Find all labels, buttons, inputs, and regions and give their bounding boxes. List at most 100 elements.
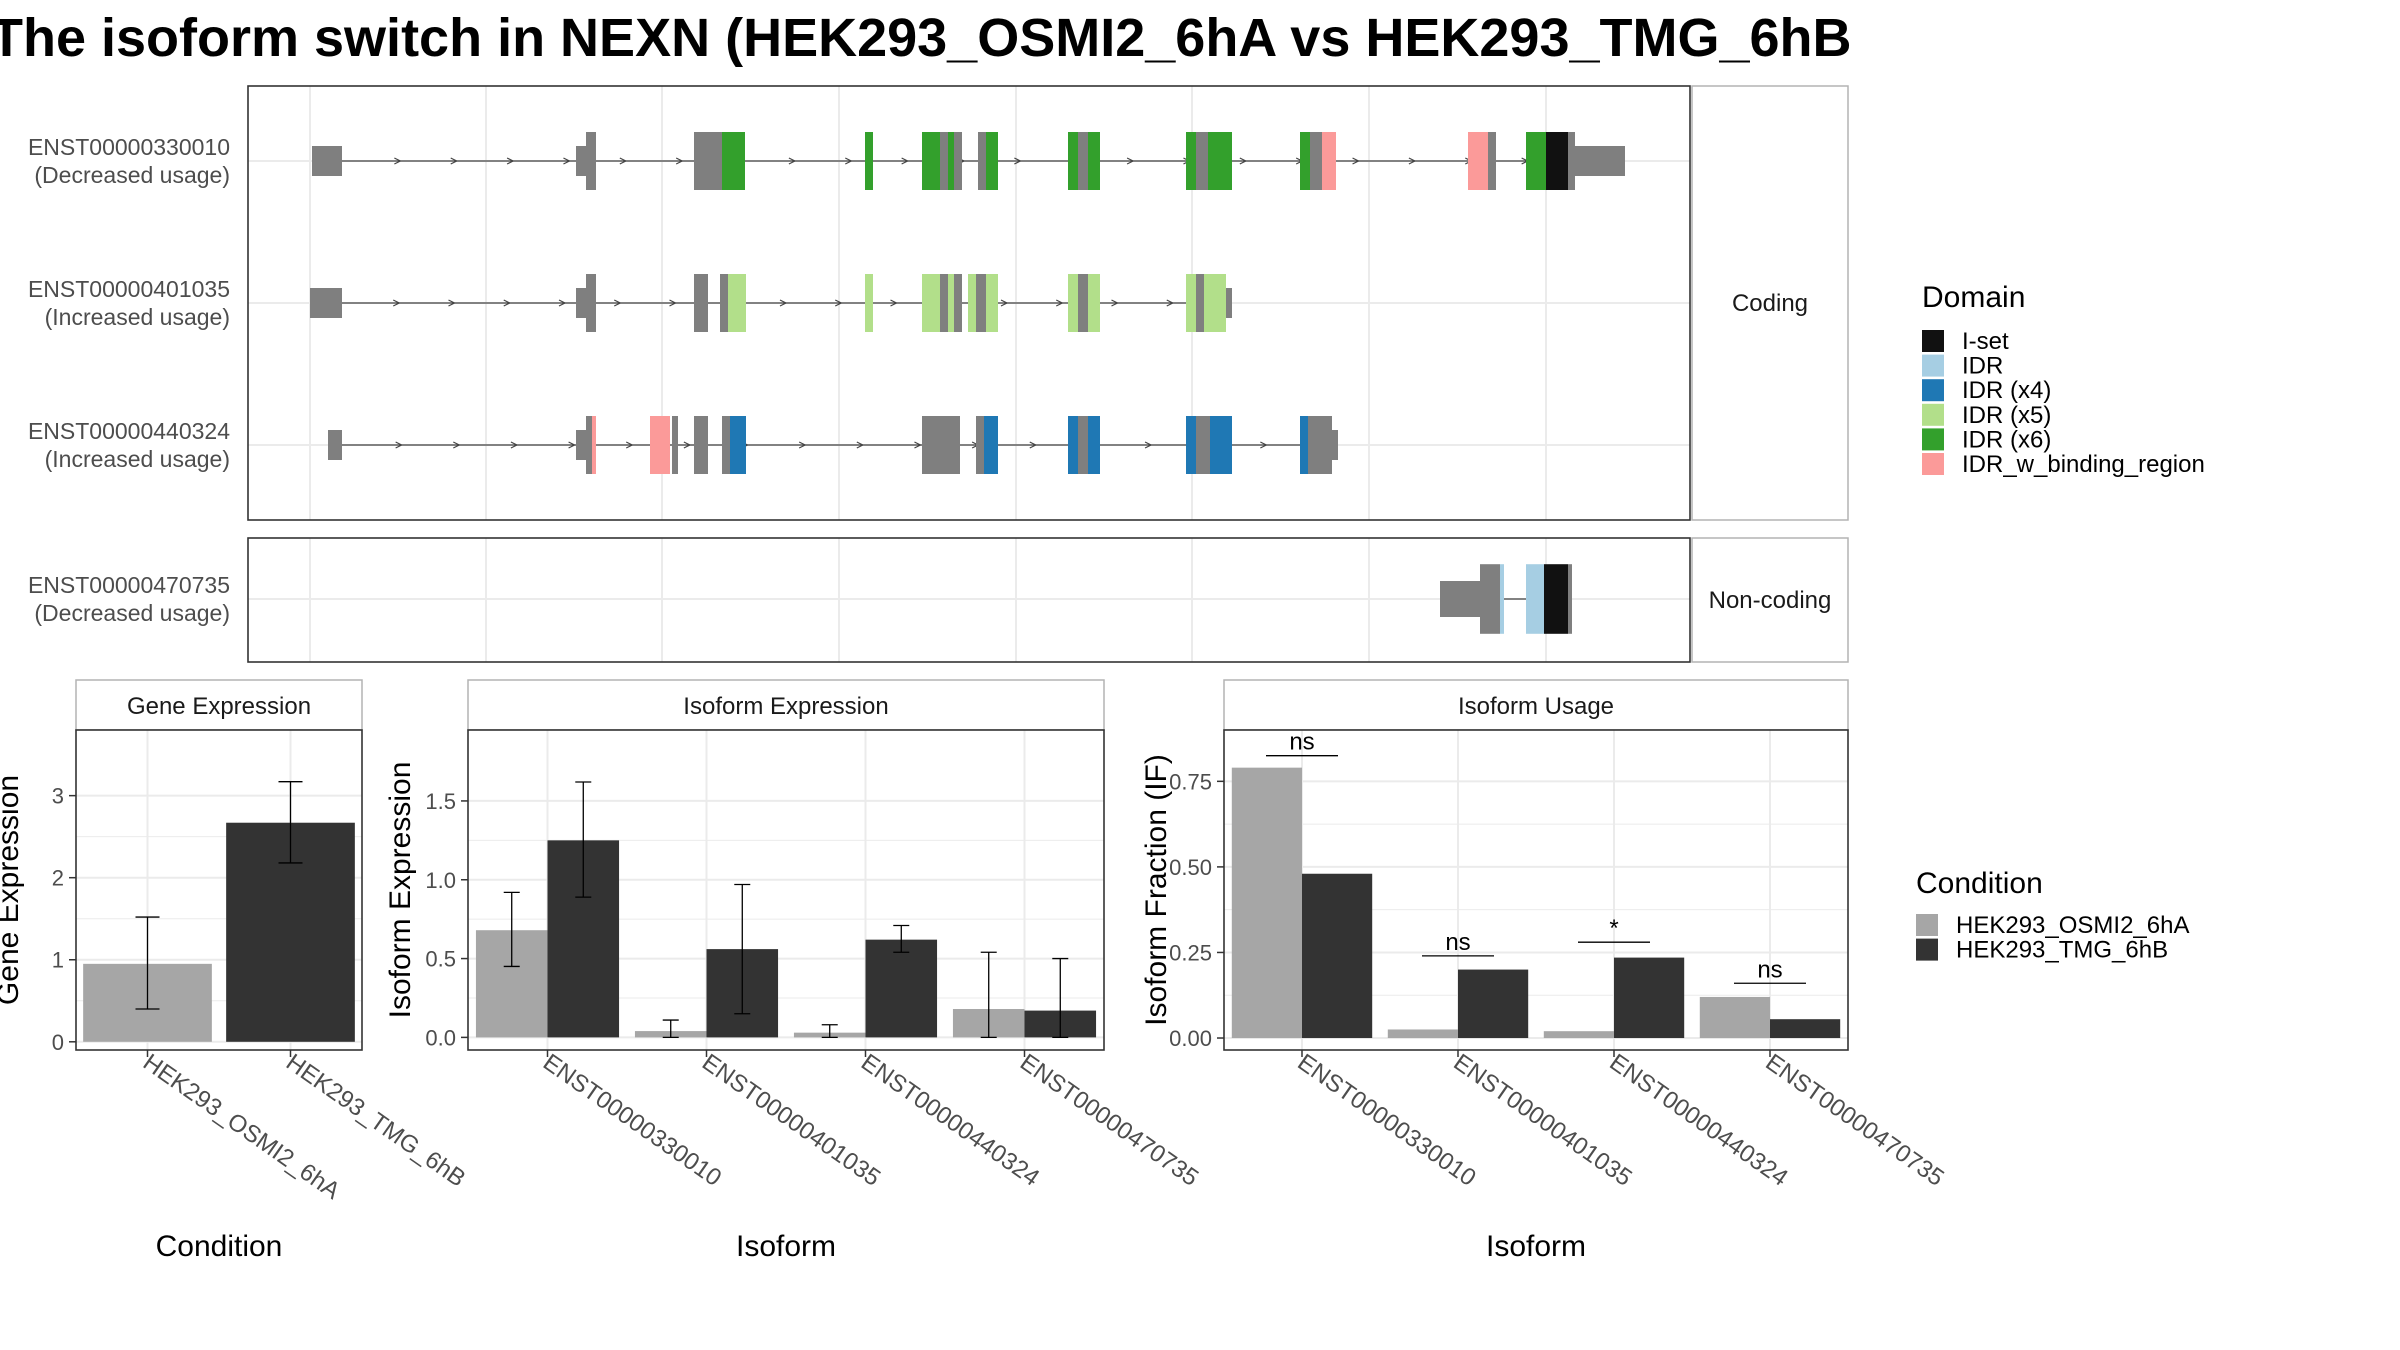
- transcript-id-label: ENST00000401035: [28, 276, 230, 302]
- cds-exon-domain: [954, 274, 962, 332]
- intron-arrow: [1000, 299, 1009, 307]
- cds-exon-domain: [586, 416, 592, 474]
- y-tick-label: 1.5: [425, 789, 456, 814]
- domain-legend-label: IDR_w_binding_region: [1962, 451, 2205, 478]
- intron-arrow: [1029, 441, 1038, 449]
- utr-exon: [1226, 288, 1232, 318]
- intron-arrow: [1408, 157, 1417, 165]
- domain-legend-swatch: [1922, 453, 1944, 475]
- intron-arrow: [394, 157, 402, 165]
- utr-exon: [312, 146, 342, 176]
- intron-arrow: [392, 299, 401, 307]
- intron-arrow: [901, 157, 909, 165]
- ncRNA-exon-domain: [1568, 564, 1572, 634]
- cds-exon-domain: [948, 274, 954, 332]
- y-tick-label: 0.5: [425, 947, 456, 972]
- y-tick-label: 0.50: [1169, 855, 1212, 880]
- condition-legend-swatch: [1916, 938, 1938, 961]
- intron-arrow: [779, 299, 788, 307]
- structure-panel-border: [247, 537, 1691, 663]
- bar: [1458, 969, 1529, 1039]
- cds-exon-domain: [940, 132, 948, 190]
- y-tick-label: 0.25: [1169, 940, 1212, 965]
- intron-arrow: [1126, 157, 1135, 165]
- cds-exon-domain: [984, 416, 998, 474]
- chart-title: Isoform Usage: [1458, 693, 1614, 720]
- facet-strip: [1691, 537, 1849, 663]
- cds-exon-domain: [1078, 416, 1088, 474]
- bar: [1231, 767, 1302, 1039]
- cds-exon-domain: [708, 132, 722, 190]
- chart-strip: [1223, 679, 1849, 731]
- cds-exon-domain: [976, 274, 986, 332]
- intron-arrow: [1239, 157, 1248, 165]
- intron-arrow: [1055, 299, 1064, 307]
- x-axis-title: Isoform: [1486, 1230, 1586, 1263]
- y-tick-label: 1.0: [425, 868, 456, 893]
- ncRNA-exon: [1480, 564, 1500, 634]
- x-axis-title: Isoform: [736, 1230, 836, 1263]
- cds-exon-domain: [1068, 132, 1078, 190]
- condition-legend-swatch: [1916, 914, 1938, 936]
- intron-arrow: [1014, 157, 1022, 165]
- y-axis-title: Isoform Expression: [384, 762, 417, 1019]
- cds-exon-domain: [1308, 416, 1332, 474]
- cds-exon-domain: [1186, 132, 1196, 190]
- cds-exon-domain: [1488, 132, 1496, 190]
- bar: [1770, 1019, 1841, 1039]
- y-tick-label: 1: [52, 948, 64, 973]
- cds-exon-domain: [954, 132, 962, 190]
- facet-label: Non-coding: [1709, 587, 1832, 614]
- condition-legend-label: HEK293_OSMI2_6hA: [1956, 912, 2189, 939]
- intron-arrow: [395, 441, 403, 449]
- intron-arrow: [510, 441, 519, 449]
- cds-exon-domain: [922, 274, 940, 332]
- intron-arrow: [845, 157, 853, 165]
- cds-exon-domain: [865, 274, 873, 332]
- cds-exon-domain: [694, 416, 708, 474]
- condition-legend-title: Condition: [1916, 867, 2043, 900]
- intron-arrow: [856, 441, 865, 449]
- cds-exon-domain: [650, 416, 670, 474]
- cds-exon-domain: [1196, 416, 1210, 474]
- cds-exon-domain: [1088, 274, 1100, 332]
- bar: [1614, 957, 1685, 1039]
- cds-exon-domain: [1078, 274, 1088, 332]
- utr-exon: [328, 430, 342, 460]
- facet-label: Coding: [1732, 290, 1808, 317]
- intron-arrow: [1166, 299, 1175, 307]
- intron-arrow: [503, 299, 512, 307]
- intron-arrow: [1144, 441, 1153, 449]
- chart-strip: [75, 679, 363, 731]
- intron-arrow: [558, 299, 567, 307]
- domain-legend-swatch: [1922, 354, 1944, 377]
- transcript-id-label: ENST00000440324: [28, 418, 230, 444]
- domain-legend-swatch: [1922, 330, 1944, 352]
- figure-title: The isoform switch in NEXN (HEK293_OSMI2…: [0, 8, 1852, 68]
- chart-strip: [467, 679, 1105, 731]
- domain-legend-swatch: [1922, 428, 1944, 451]
- cds-exon-domain: [722, 132, 745, 190]
- cds-exon-domain: [1186, 416, 1196, 474]
- cds-exon-domain: [592, 416, 596, 474]
- bar: [865, 939, 938, 1038]
- cds-exon-domain: [1300, 416, 1308, 474]
- cds-exon-domain: [1196, 132, 1208, 190]
- domain-legend-swatch: [1922, 379, 1944, 402]
- chart-panel-border: [1223, 729, 1849, 1051]
- transcript-id-label: ENST00000470735: [28, 572, 230, 598]
- y-tick-label: 3: [52, 784, 64, 809]
- condition-legend-label: HEK293_TMG_6hB: [1956, 937, 2168, 964]
- cds-exon-domain: [694, 274, 708, 332]
- utr-exon: [310, 288, 342, 318]
- domain-legend-label: I-set: [1962, 328, 2009, 355]
- ncRNA-exon-domain: [1544, 564, 1568, 634]
- y-tick-label: 0: [52, 1030, 64, 1055]
- intron-arrow: [798, 441, 807, 449]
- x-axis-title: Condition: [156, 1230, 283, 1263]
- utr-exon: [1575, 146, 1625, 176]
- cds-exon-domain: [1310, 132, 1322, 190]
- ncRNA-exon-domain: [1526, 564, 1544, 634]
- utr-exon: [576, 288, 586, 318]
